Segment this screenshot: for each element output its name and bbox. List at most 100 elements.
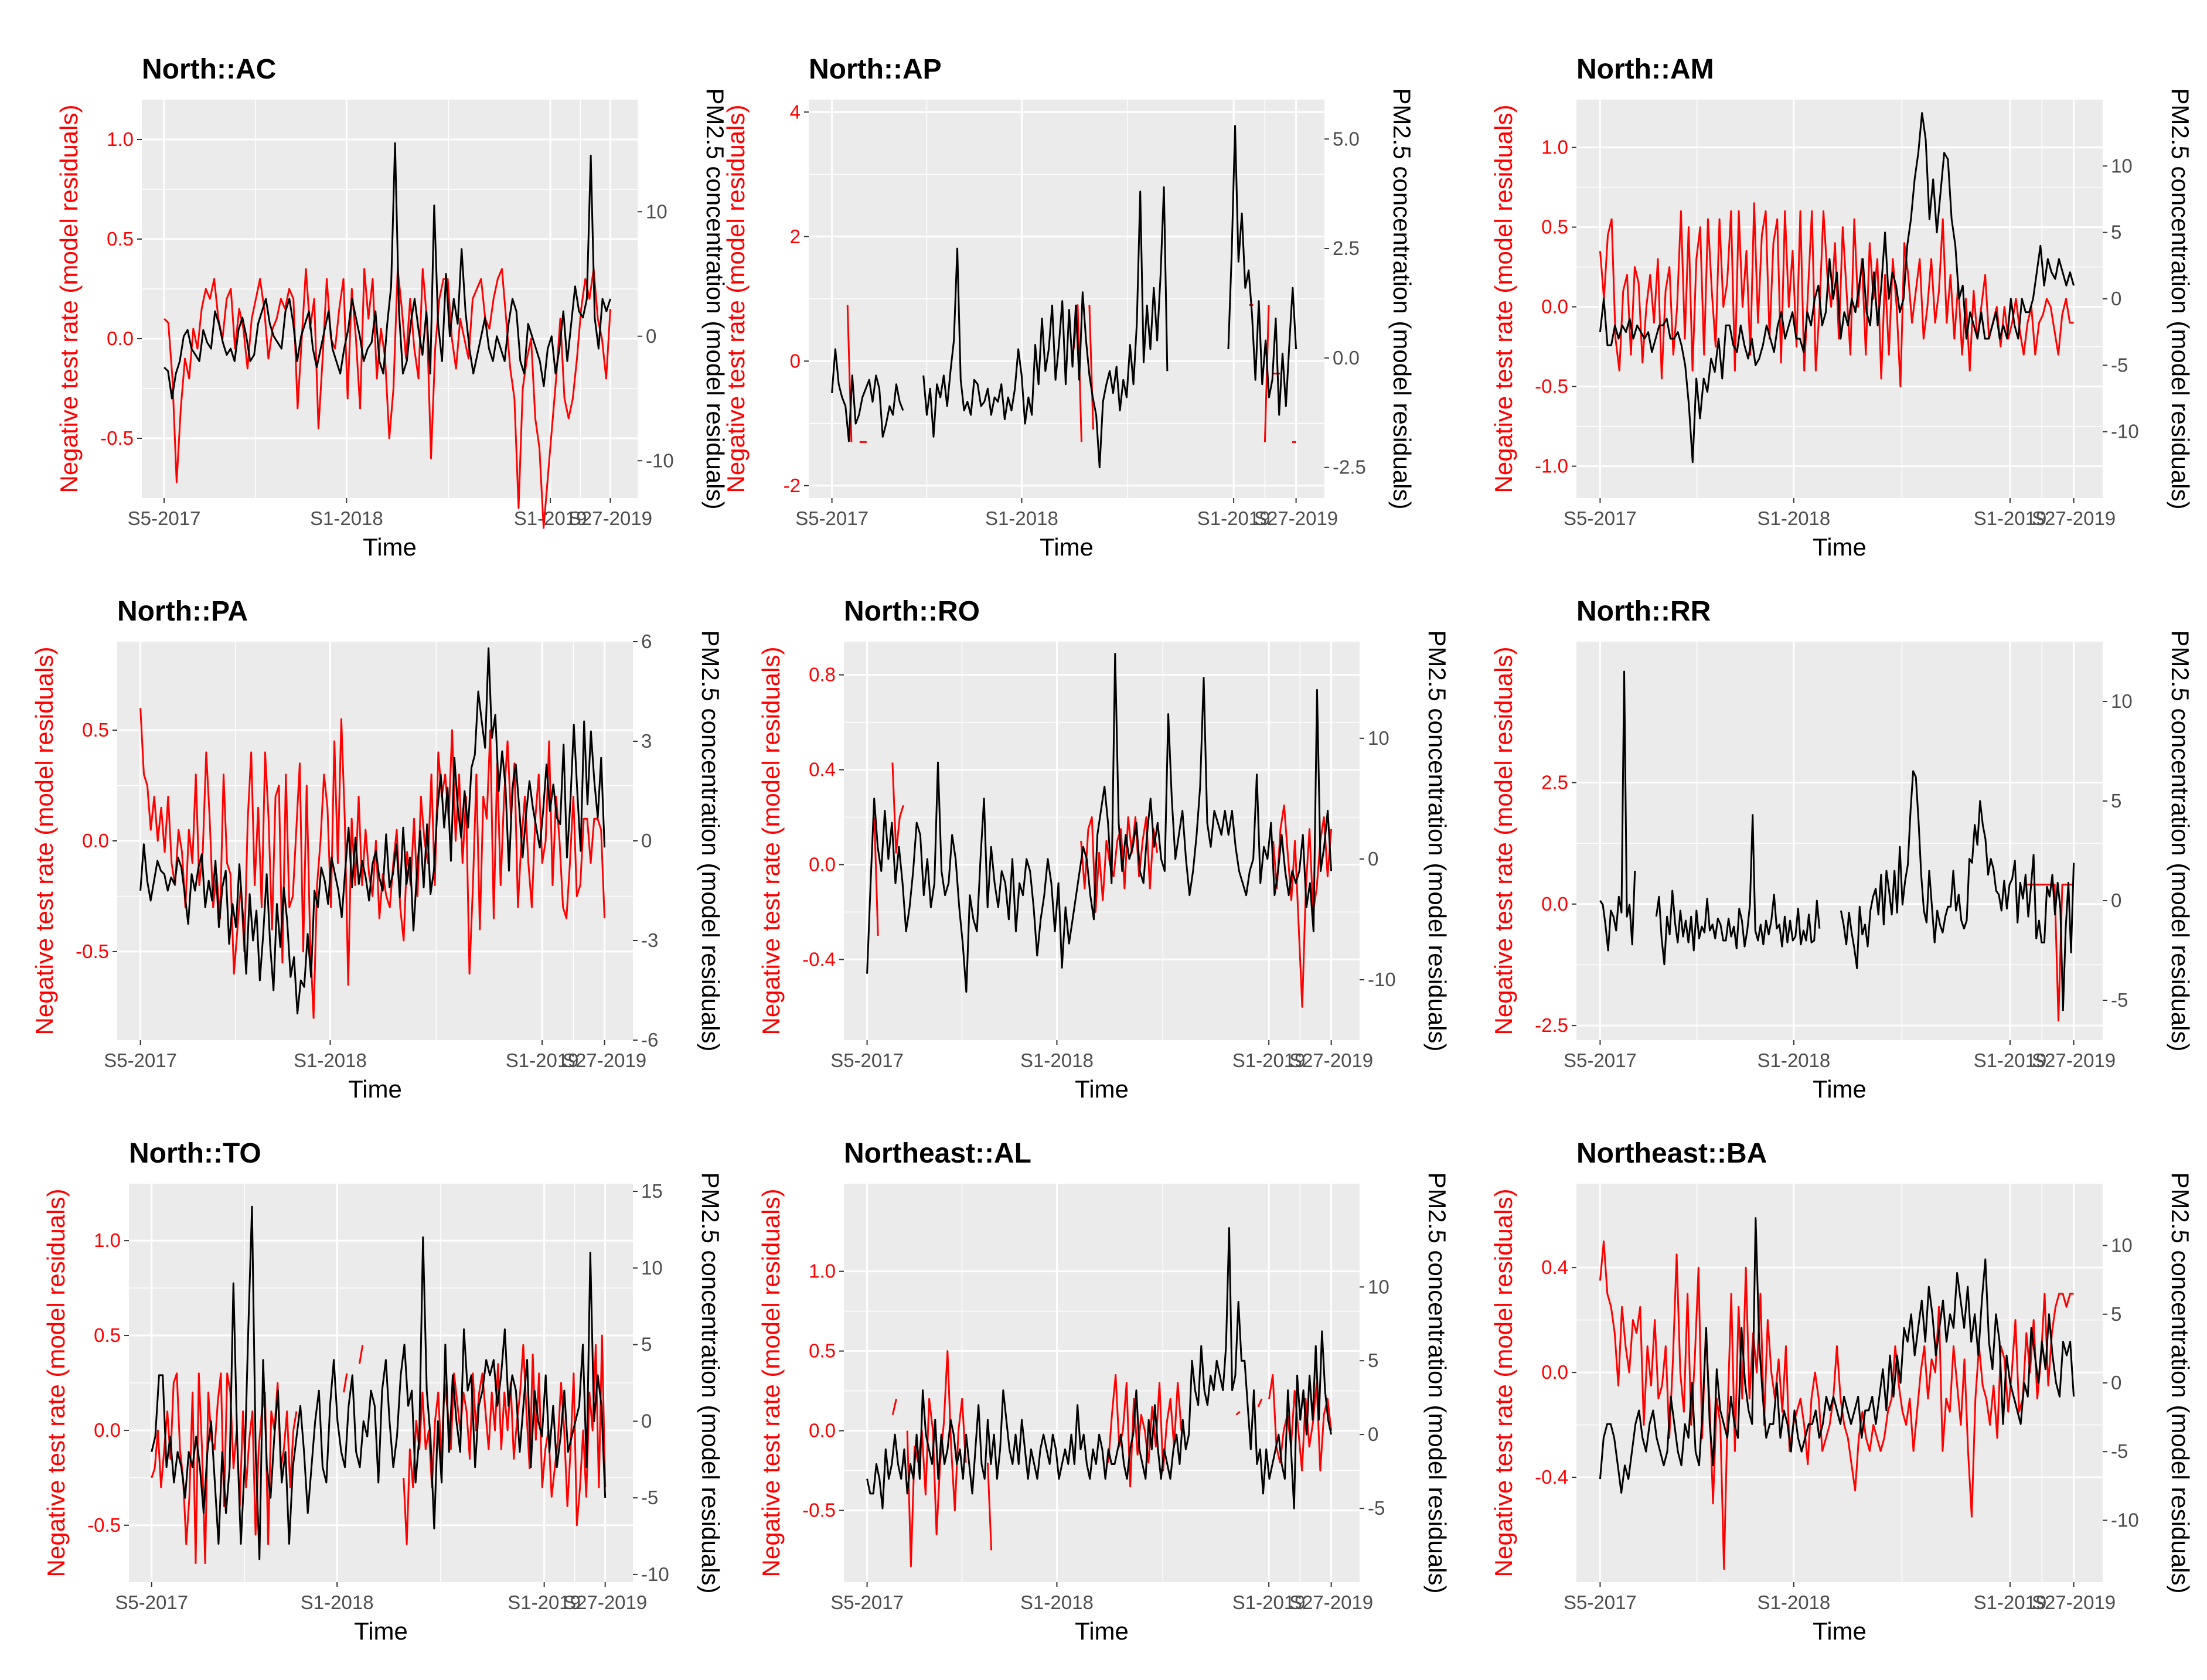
right-tick-label: 10: [646, 200, 667, 222]
left-axis-label: Negative test rate (model residuals): [757, 647, 785, 1035]
pm25-series: [1599, 670, 2075, 1011]
left-tick-label: 0: [790, 350, 801, 372]
right-tick-label: -2.5: [1333, 456, 1366, 478]
x-tick-label: S1-2018: [1020, 1049, 1094, 1071]
right-tick-label: 0: [646, 325, 656, 347]
left-tick-label: -2.5: [1535, 1014, 1568, 1036]
x-tick-label: S1-2018: [1757, 1592, 1830, 1613]
panel-north-ro: -0.4 0.0 0.4 0.8 -10 0 10 S5-2017 S1-2018 S1-2019…: [757, 596, 1451, 1103]
right-tick-label: 15: [641, 1180, 663, 1202]
negative-test-rate-series: [151, 1334, 607, 1565]
right-tick-label: 5: [2111, 1303, 2121, 1325]
right-tick-label: 0: [1368, 848, 1378, 870]
panel-title: North::TO: [129, 1138, 261, 1169]
right-axis-label: PM2.5 concentration (model residuals): [2167, 88, 2194, 509]
series-line: [1257, 1398, 1263, 1408]
right-tick-label: 0.0: [1333, 347, 1360, 369]
plot-background: [1576, 642, 2103, 1040]
right-tick-label: 2.5: [1333, 237, 1360, 259]
right-axis-label: PM2.5 concentration (model residuals): [2167, 630, 2194, 1051]
x-tick-label: S1-2018: [310, 507, 383, 529]
pm25-series: [151, 1205, 607, 1560]
x-tick-label: S5-2017: [1564, 507, 1637, 529]
panel-title: North::PA: [117, 596, 248, 627]
right-tick-label: 5: [2111, 790, 2121, 812]
panel-title: North::RO: [844, 596, 980, 627]
series-line: [1655, 814, 1821, 966]
left-tick-label: 0.0: [107, 328, 134, 349]
left-tick-label: -0.5: [87, 1514, 121, 1536]
left-tick-label: -1.0: [1535, 455, 1568, 477]
right-axis-label: PM2.5 concentration (model residuals): [697, 630, 724, 1051]
panel-title: Northeast::BA: [1576, 1138, 1767, 1169]
series-line: [831, 348, 904, 442]
x-tick-label: S5-2017: [115, 1592, 188, 1613]
pm25-series: [866, 653, 1333, 993]
x-tick-label: S1-2019: [506, 1049, 579, 1071]
panel-north-ap: -2 0 2 4 -2.5 0.0 2.5 5.0 S5-2017 S1-2018 S1-2019S…: [722, 54, 1416, 561]
series-line: [343, 1373, 348, 1393]
x-tick-label: S5-2017: [830, 1592, 904, 1613]
left-axis-label: Negative test rate (model residuals): [1490, 105, 1517, 493]
left-tick-label: -0.5: [802, 1500, 836, 1521]
left-axis-label: Negative test rate (model residuals): [757, 1189, 785, 1577]
left-tick-label: 0.0: [809, 853, 836, 875]
right-axis-label: PM2.5 concentration (model residuals): [701, 88, 729, 509]
left-tick-label: 0.0: [809, 1420, 836, 1442]
series-line: [906, 1350, 967, 1567]
left-axis-label: Negative test rate (model residuals): [30, 647, 58, 1035]
right-tick-label: -5: [2111, 1440, 2128, 1462]
plot-background: [844, 1184, 1360, 1582]
right-tick-label: -10: [1368, 969, 1396, 990]
x-tick-label: S27-2019: [1254, 507, 1338, 529]
right-tick-label: 0: [1368, 1423, 1378, 1445]
panel-title: North::AM: [1576, 54, 1714, 85]
panel-northeast-al: -0.5 0.0 0.5 1.0 -5 0 5 10 S5-2017 S1-2018 S1-2019…: [757, 1138, 1451, 1645]
right-tick-label: -10: [2111, 421, 2139, 442]
panel-north-rr: -2.5 0.0 2.5 -5 0 5 10 S5-2017 S1-2018 S1-2019S27…: [1490, 596, 2194, 1103]
negative-test-rate-series: [1599, 1240, 2074, 1570]
x-tick-label: S1-2018: [1020, 1592, 1094, 1613]
series-line: [164, 142, 611, 400]
x-tick-label: S27-2019: [563, 1592, 647, 1613]
left-tick-label: 0.0: [1541, 1361, 1568, 1383]
series-line: [1599, 1217, 2075, 1494]
series-line: [891, 1398, 897, 1415]
right-tick-label: 5.0: [1333, 128, 1360, 149]
x-tick-label: S1-2019: [508, 1592, 581, 1613]
x-axis-label: Time: [1813, 533, 1867, 561]
x-axis-label: Time: [1075, 1075, 1129, 1103]
x-tick-label: S1-2018: [294, 1049, 367, 1071]
left-tick-label: 0.4: [809, 759, 836, 781]
right-axis-label: PM2.5 concentration (model residuals): [1388, 88, 1416, 509]
x-tick-label: S1-2019: [1974, 1592, 2047, 1613]
x-tick-label: S1-2018: [1757, 1049, 1830, 1071]
x-tick-label: S27-2019: [563, 1049, 646, 1071]
right-tick-label: -3: [641, 929, 658, 951]
series-line: [891, 762, 904, 854]
series-line: [1599, 1240, 2074, 1570]
series-line: [2024, 884, 2074, 1022]
right-tick-label: 10: [2111, 1235, 2133, 1256]
pm25-series: [164, 142, 611, 400]
series-line: [922, 186, 1169, 469]
panel-north-to: -0.5 0.0 0.5 1.0 -10 -5 0 5 10 15 S5-2017 S1-2018 S1…: [42, 1138, 724, 1645]
right-axis-label: PM2.5 concentration (model residuals): [1423, 1172, 1451, 1593]
x-tick-label: S1-2018: [1757, 507, 1830, 529]
left-tick-label: 4: [790, 101, 801, 122]
series-line: [139, 647, 606, 1015]
x-tick-label: S1-2019: [1232, 1592, 1306, 1613]
negative-test-rate-series: [164, 268, 611, 529]
left-tick-label: 0.5: [82, 719, 109, 741]
series-line: [1272, 804, 1333, 1008]
series-line: [1268, 1374, 1333, 1472]
right-tick-label: 0: [2111, 890, 2121, 911]
panel-northeast-ba: -0.4 0.0 0.4 -10 -5 0 5 10 S5-2017 S1-2018 S1-2019…: [1490, 1138, 2194, 1645]
series-line: [866, 653, 1333, 993]
left-tick-label: 0.5: [809, 1340, 836, 1362]
x-axis-label: Time: [1813, 1075, 1867, 1103]
x-tick-label: S1-2019: [1974, 1049, 2047, 1071]
right-tick-label: 10: [2111, 155, 2133, 176]
x-axis-label: Time: [348, 1075, 402, 1103]
series-line: [164, 268, 611, 529]
